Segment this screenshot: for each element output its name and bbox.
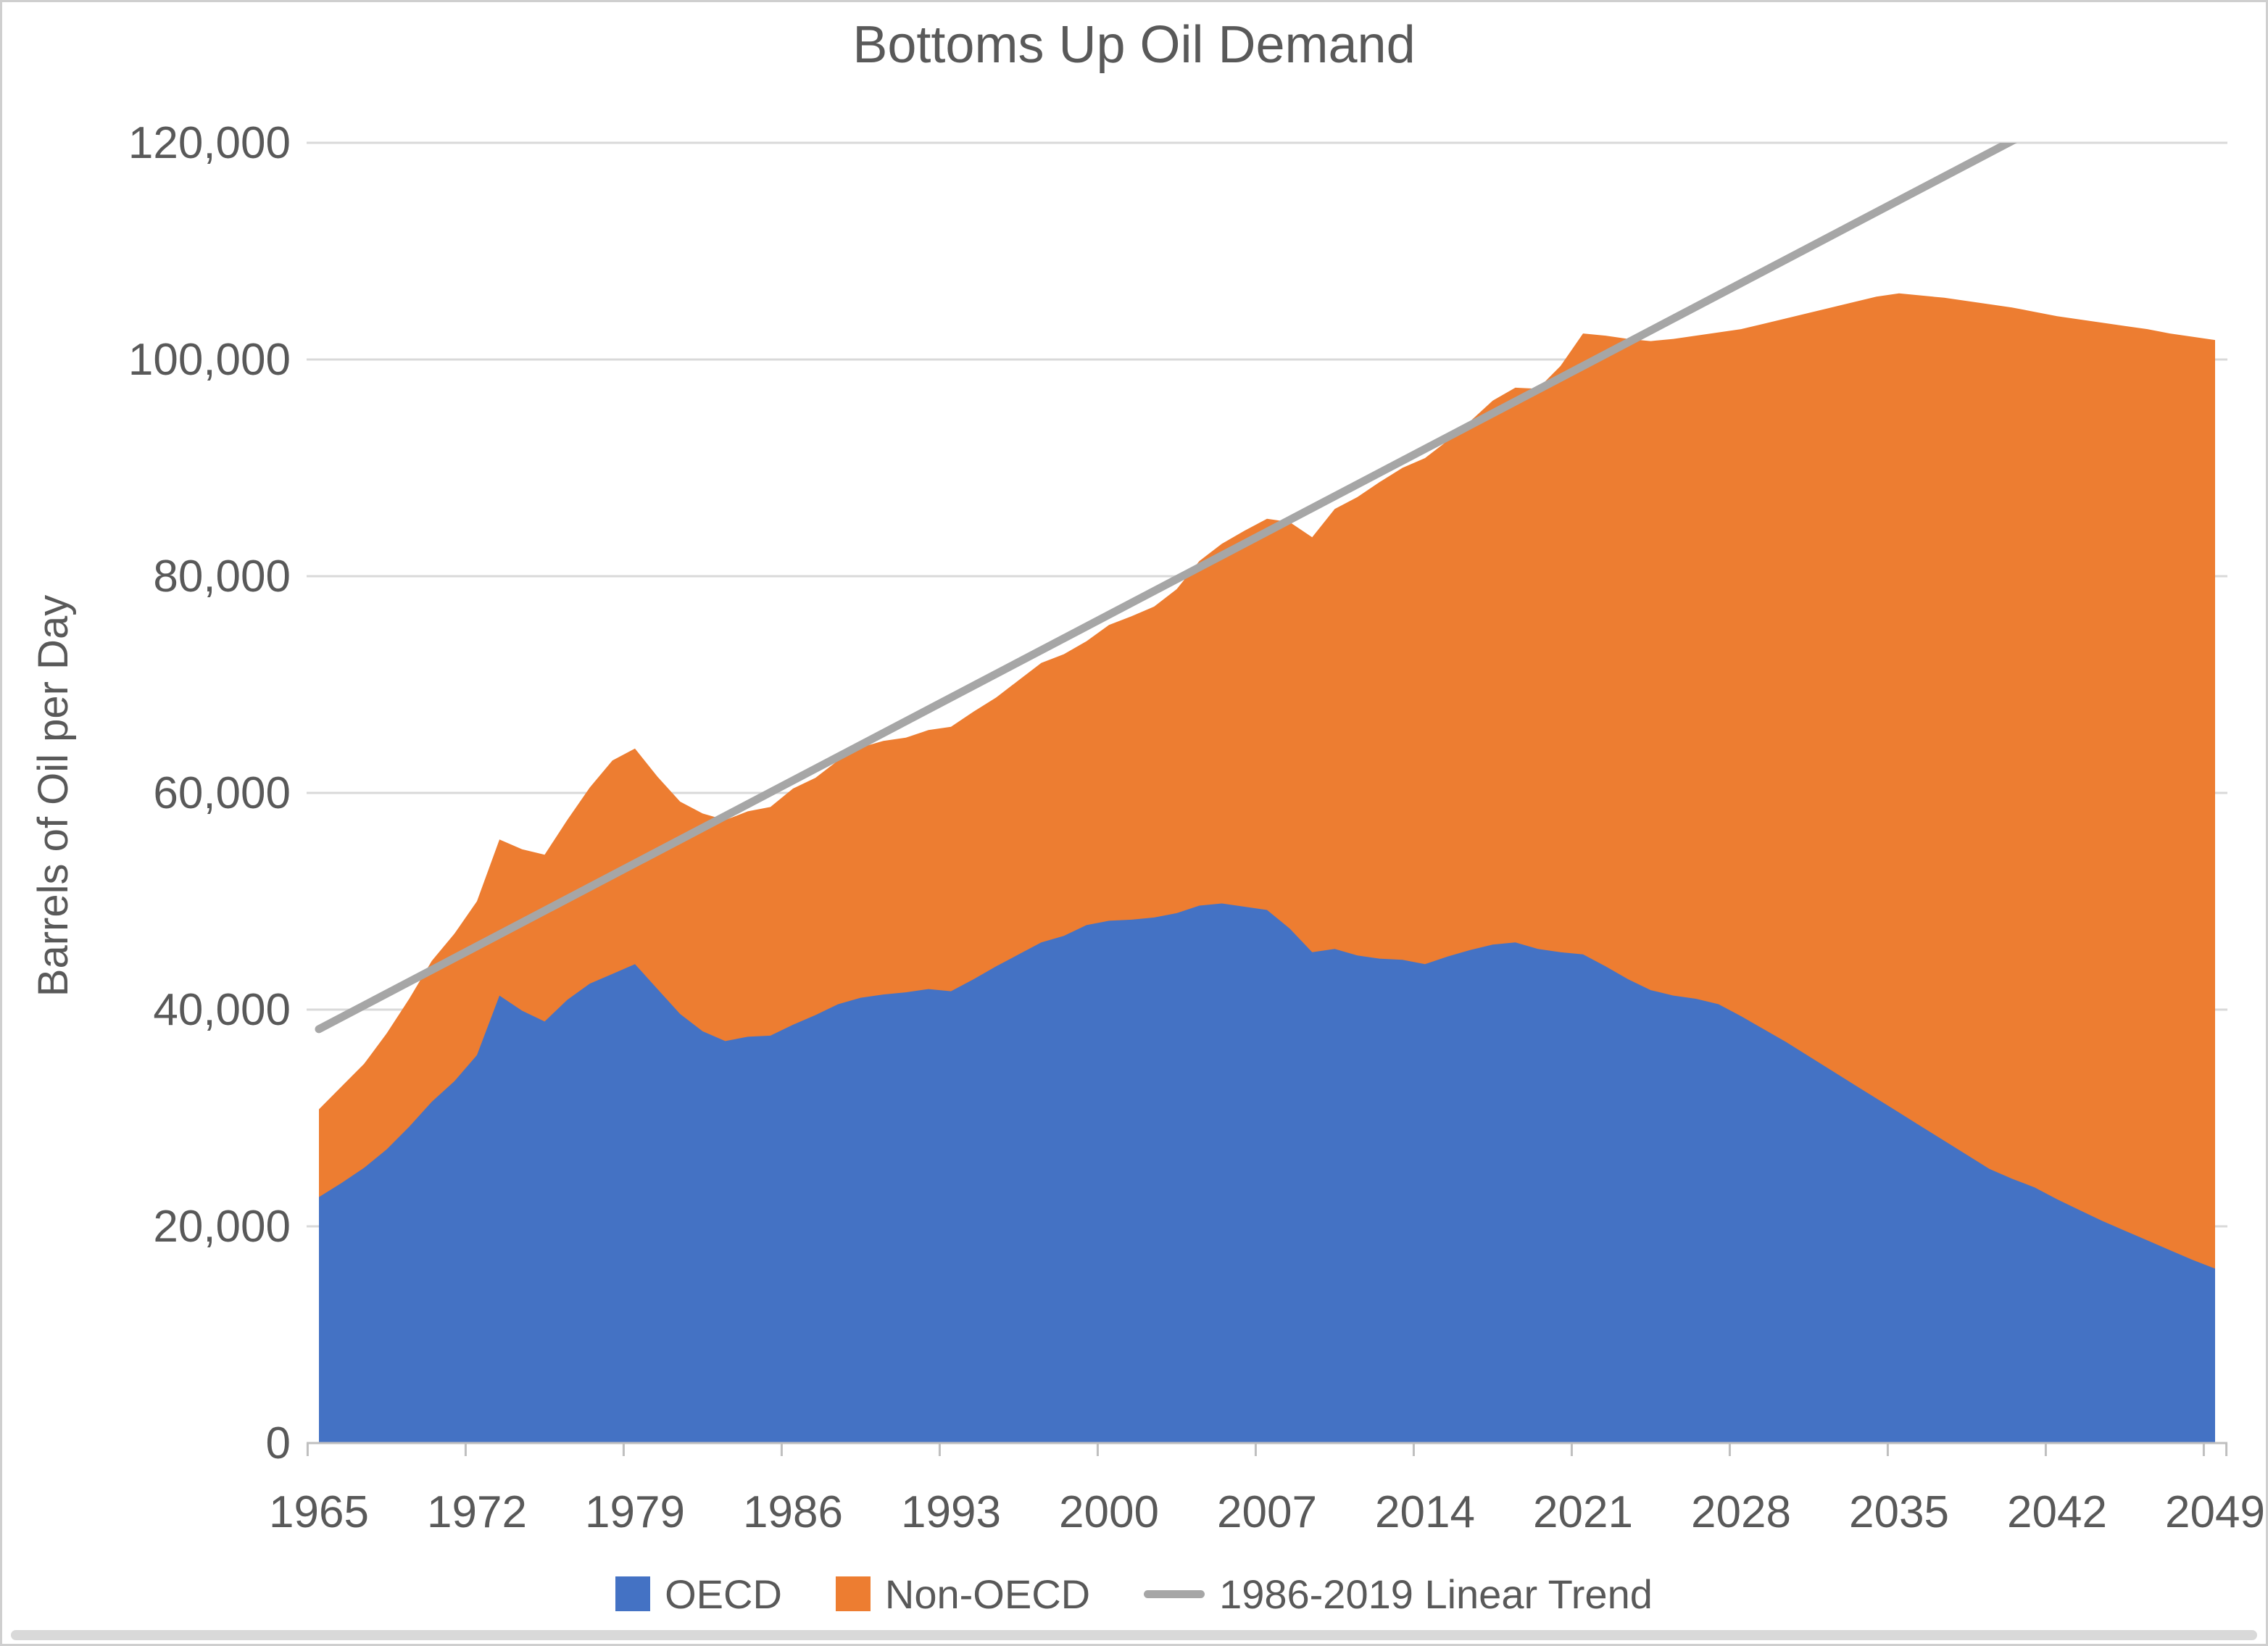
legend-swatch-non-oecd-icon: [835, 1576, 871, 1611]
area-oecd: [319, 903, 2215, 1443]
x-tick-label: 2049: [2165, 1487, 2265, 1537]
y-tick-label: 60,000: [153, 768, 291, 818]
x-tick-label: 2021: [1533, 1487, 1633, 1537]
x-tick-label: 1979: [585, 1487, 685, 1537]
legend: OECD Non-OECD 1986-2019 Linear Trend: [2, 1566, 2266, 1621]
x-tick-label: 2000: [1059, 1487, 1159, 1537]
x-tick-label: 2014: [1375, 1487, 1475, 1537]
legend-label-oecd: OECD: [665, 1571, 782, 1617]
y-tick-label: 0: [266, 1418, 291, 1468]
legend-trend-line-icon: [1144, 1589, 1205, 1598]
x-tick-label: 2042: [2007, 1487, 2107, 1537]
x-tick-label: 1993: [901, 1487, 1001, 1537]
legend-swatch-oecd-icon: [615, 1576, 651, 1611]
chart-title: Bottoms Up Oil Demand: [852, 16, 1416, 74]
legend-label-non-oecd: Non-OECD: [884, 1571, 1091, 1617]
legend-label-trend: 1986-2019 Linear Trend: [1219, 1571, 1653, 1617]
x-tick-label: 1965: [269, 1487, 369, 1537]
legend-item-oecd: OECD: [615, 1571, 782, 1618]
x-tick-label: 2007: [1217, 1487, 1317, 1537]
y-tick-label: 120,000: [128, 118, 291, 168]
x-tick-label: 1972: [427, 1487, 527, 1537]
y-tick-label: 40,000: [153, 985, 291, 1035]
trend-line: [315, 143, 2017, 1034]
legend-item-non-oecd: Non-OECD: [835, 1571, 1091, 1618]
bottom-window-edge: [11, 1630, 2257, 1640]
x-tick-label: 2028: [1691, 1487, 1791, 1537]
legend-item-trend: 1986-2019 Linear Trend: [1144, 1571, 1653, 1618]
y-tick-label: 20,000: [153, 1202, 291, 1252]
y-tick-label: 100,000: [128, 335, 291, 385]
x-tick-label: 2035: [1849, 1487, 1949, 1537]
x-tick-label: 1986: [743, 1487, 843, 1537]
y-tick-label: 80,000: [153, 552, 291, 602]
